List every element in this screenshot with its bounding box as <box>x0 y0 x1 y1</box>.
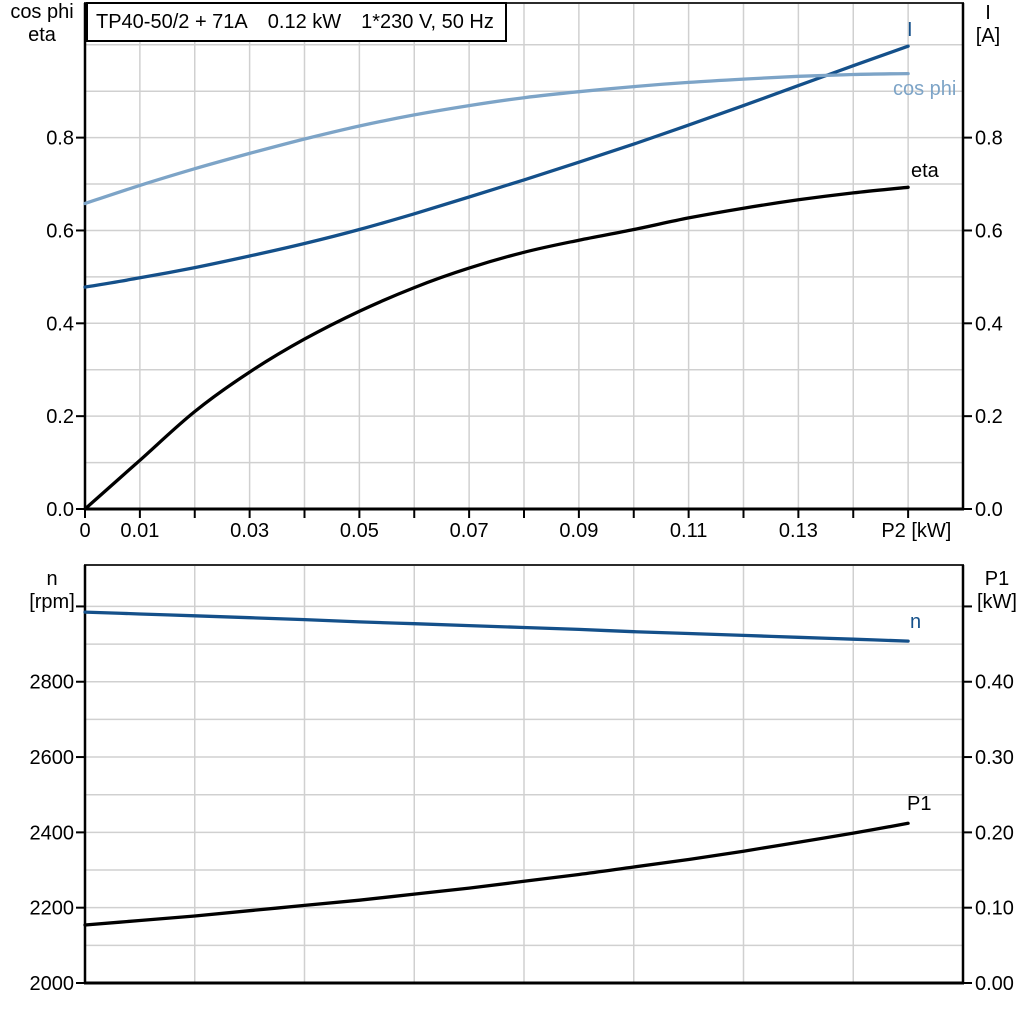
axis-header-speed: n <box>46 568 58 590</box>
axis-header-cos-phi: cos phi <box>10 1 74 23</box>
chart-title-box: TP40-50/2 + 71A 0.12 kW 1*230 V, 50 Hz <box>86 2 507 42</box>
x-axis-label: P2 [kW] <box>881 520 951 542</box>
top-chart: 0 0.01 0.03 0.05 0.07 0.09 0.11 0.13 P2 [kW] 0.0 0… <box>46 2 1003 542</box>
axis-header-p1: P1 <box>984 568 1010 590</box>
curve-eta <box>83 185 910 511</box>
y-tick-label-left: 2000 <box>30 973 75 995</box>
axis-header-current: I <box>985 2 991 24</box>
y-tick-label-right: 0.10 <box>975 898 1014 920</box>
top-right-axis-header: I [A] <box>962 2 1014 48</box>
y-tick-label-right: 0.2 <box>975 406 1003 428</box>
y-tick-label-left: 0.2 <box>46 406 74 428</box>
axis-header-eta: eta <box>28 24 56 46</box>
y-tick-label-right: 0.4 <box>975 313 1003 335</box>
y-tick-label-left: 2400 <box>30 822 75 844</box>
x-tick-label: 0.13 <box>779 520 818 542</box>
axis-header-p1-unit: [kW] <box>977 591 1017 613</box>
y-tick-label-left: 2200 <box>30 898 75 920</box>
curve-I <box>83 44 910 289</box>
y-tick-label-right: 0.8 <box>975 128 1003 150</box>
title-model: TP40-50/2 + 71A <box>96 10 248 33</box>
curve-label-P1: P1 <box>907 793 932 815</box>
curve-label-eta: eta <box>911 160 939 182</box>
y-tick-label-right: 0.30 <box>975 747 1014 769</box>
x-tick-label: 0.09 <box>559 520 598 542</box>
y-tick-label-right: 0.6 <box>975 220 1003 242</box>
bottom-chart: 2000 2200 2400 2600 2800 0.00 0.10 0.20 0.30 0.40 <box>30 564 1014 995</box>
y-tick-label-left: 0.0 <box>46 499 74 521</box>
x-tick-label: 0.03 <box>230 520 269 542</box>
y-tick-label-right: 0.00 <box>975 973 1014 995</box>
curve-P1 <box>83 821 910 927</box>
x-tick-label: 0.05 <box>340 520 379 542</box>
y-tick-label-left: 0.4 <box>46 313 74 335</box>
title-power: 0.12 kW <box>267 10 342 33</box>
curve-label-cos-phi: cos phi <box>893 78 957 100</box>
y-tick-label-right: 0.0 <box>975 499 1003 521</box>
bottom-right-axis-header: P1 [kW] <box>966 568 1024 614</box>
y-tick-label-left: 0.8 <box>46 128 74 150</box>
x-tick-label: 0.07 <box>450 520 489 542</box>
axis-header-speed-unit: [rpm] <box>29 591 75 613</box>
curve-label-I: I <box>907 19 913 41</box>
curve-n <box>83 610 910 643</box>
y-tick-label-left: 2800 <box>30 672 75 694</box>
y-tick-label-right: 0.20 <box>975 822 1014 844</box>
y-tick-label-left: 0.6 <box>46 220 74 242</box>
top-left-axis-header: cos phi eta <box>4 1 80 47</box>
curve-label-n: n <box>910 611 922 633</box>
curve-cos-phi <box>83 71 910 206</box>
x-tick-label: 0 <box>79 520 90 542</box>
title-supply: 1*230 V, 50 Hz <box>361 10 494 33</box>
x-tick-label: 0.11 <box>670 520 707 542</box>
bottom-left-axis-header: n [rpm] <box>20 568 84 614</box>
y-tick-label-left: 2600 <box>30 747 75 769</box>
x-tick-label: 0.01 <box>120 520 159 542</box>
axis-header-current-unit: [A] <box>975 25 1001 47</box>
y-tick-label-right: 0.40 <box>975 672 1014 694</box>
